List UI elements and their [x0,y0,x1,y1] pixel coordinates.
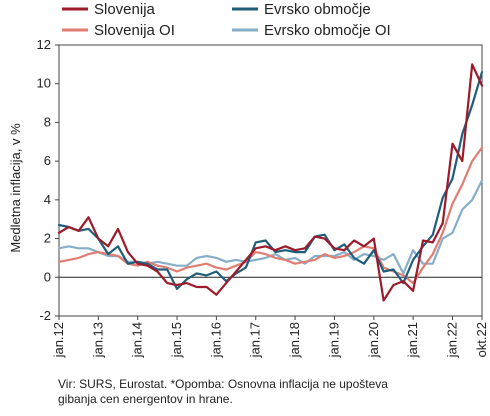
x-tick-label: jan.19 [326,322,341,358]
y-tick-label: -2 [39,308,51,323]
source-note-line-2: gibanja cen energentov in hrane. [58,392,233,406]
series-line-2 [57,70,484,290]
x-tick-label: jan.14 [130,322,145,358]
y-axis-label: Medletna inflacija, v % [8,123,23,253]
legend-label: Evrsko območje [264,1,371,18]
y-ticks: -2 0 2 4 6 8 10 12 [37,37,59,323]
x-tick-label: jan.12 [51,322,66,358]
source-note: Vir: SURS, Eurostat. *Opomba: Osnovna in… [58,377,478,407]
x-tick-label: jan.15 [169,322,184,358]
legend-label: Slovenija OI [94,22,175,39]
legend-label: Evrsko območje OI [264,22,391,39]
x-tick-label: okt.22 [474,322,489,357]
x-ticks: jan.12 jan.13 jan.14 jan.15 jan.16 jan.17 jan.… [51,316,489,358]
x-tick-label: jan.20 [366,322,381,358]
y-axis-label-group: Medletna inflacija, v % [8,123,23,253]
x-tick-label: jan.16 [208,322,223,358]
y-tick-label: 0 [44,269,51,284]
x-tick-label: jan.17 [248,322,263,358]
legend-label: Slovenija [94,1,156,18]
y-tick-label: 6 [44,153,51,168]
x-tick-label: jan.21 [405,322,420,358]
y-tick-label: 2 [44,231,51,246]
y-tick-label: 12 [37,37,51,52]
series-line-1 [57,63,484,302]
y-tick-label: 4 [44,192,51,207]
series-lines [57,63,484,302]
source-note-line-1: Vir: SURS, Eurostat. *Opomba: Osnovna in… [58,377,388,391]
x-tick-label: jan.18 [287,322,302,358]
legend: Slovenija Evrsko območje Slovenija OI Evrsk… [62,1,391,39]
x-tick-label: jan.22 [444,322,459,358]
y-tick-label: 8 [44,114,51,129]
y-tick-label: 10 [37,76,51,91]
x-tick-label: jan.13 [90,322,105,358]
